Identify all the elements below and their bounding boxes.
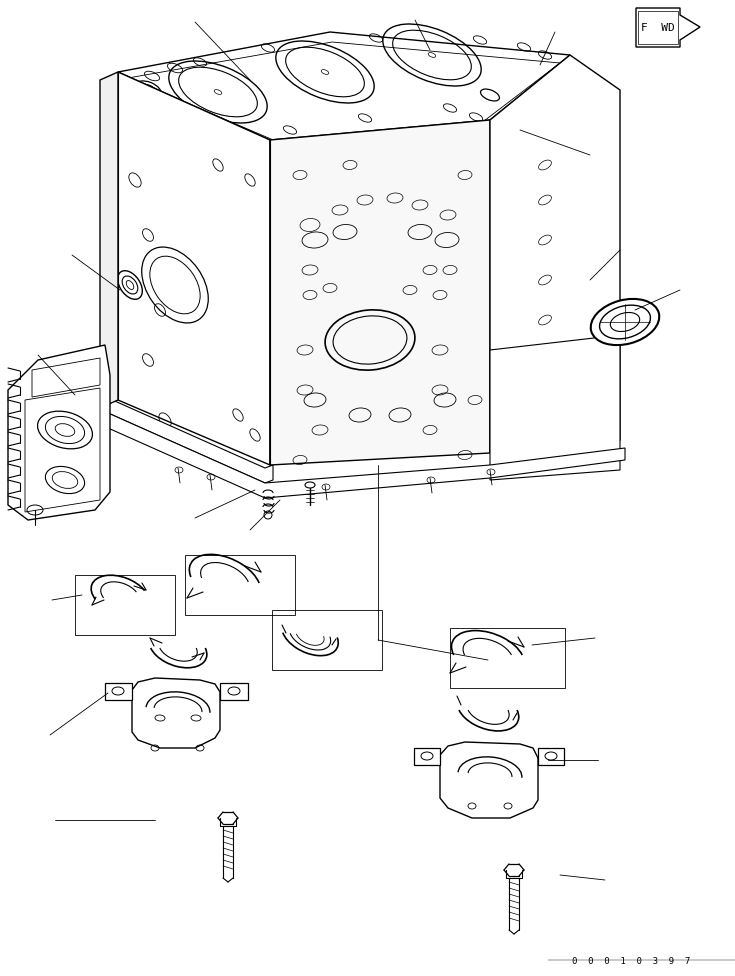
Polygon shape	[538, 748, 564, 765]
Polygon shape	[118, 32, 570, 140]
Polygon shape	[118, 72, 270, 465]
Polygon shape	[100, 72, 118, 408]
Polygon shape	[32, 358, 100, 397]
Polygon shape	[636, 8, 700, 47]
Polygon shape	[105, 683, 132, 700]
Polygon shape	[8, 345, 110, 520]
Text: 0  0  0  1  0  3  9  7: 0 0 0 1 0 3 9 7	[572, 957, 690, 966]
Polygon shape	[108, 413, 625, 498]
Polygon shape	[132, 678, 220, 748]
Text: F  WD: F WD	[641, 23, 675, 33]
Polygon shape	[25, 388, 100, 512]
Ellipse shape	[591, 299, 659, 346]
Polygon shape	[414, 748, 440, 765]
Ellipse shape	[37, 411, 93, 449]
Polygon shape	[108, 398, 273, 483]
Polygon shape	[270, 120, 490, 465]
Polygon shape	[490, 55, 620, 455]
Polygon shape	[440, 742, 538, 818]
Polygon shape	[220, 683, 248, 700]
Ellipse shape	[46, 467, 85, 494]
Polygon shape	[490, 335, 620, 480]
